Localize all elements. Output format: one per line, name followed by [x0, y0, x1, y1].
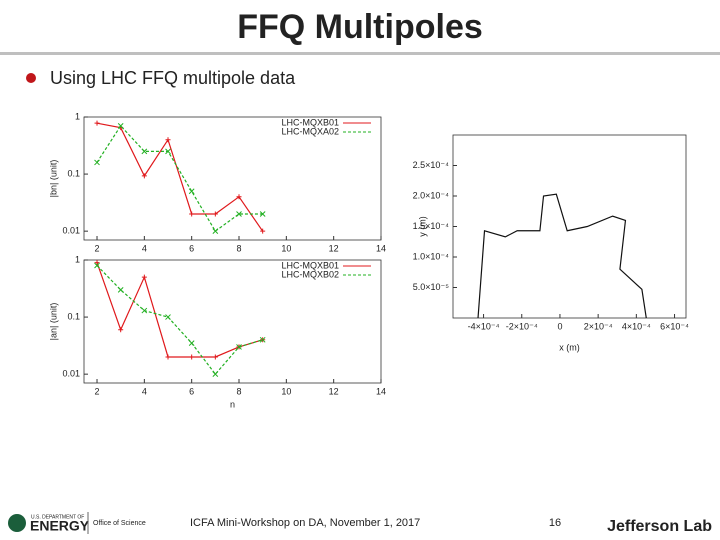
legend-label: LHC-MQXB02 [281, 269, 339, 279]
point-marker [212, 211, 218, 217]
x-tick-label: 2 [95, 243, 100, 253]
x-tick-label: 12 [329, 243, 339, 253]
series-line [96, 124, 263, 233]
point-marker [165, 148, 171, 155]
footer-energy: ENERGY [30, 518, 90, 534]
point-marker [165, 354, 171, 360]
bullet-text: Using LHC FFQ multipole data [50, 68, 296, 88]
bullet-dot [26, 73, 36, 83]
point-marker [236, 344, 242, 350]
point-marker [188, 188, 195, 195]
y-tick-label: 1.0×10⁻⁴ [413, 251, 450, 261]
x-tick-label: 2×10⁻⁴ [584, 321, 613, 331]
y-tick-label: 2.0×10⁻⁴ [413, 190, 450, 200]
title-rule [0, 52, 720, 55]
y-tick-label: 5.0×10⁻⁵ [413, 282, 450, 292]
point-marker [141, 148, 148, 155]
y-tick-label: 1 [75, 254, 80, 264]
y-tick-label: 0.1 [67, 311, 80, 321]
y-tick-label: 2.5×10⁻⁴ [413, 160, 450, 170]
x-tick-label: -4×10⁻⁴ [468, 321, 500, 331]
point-marker [188, 340, 195, 346]
point-marker [94, 260, 100, 266]
point-marker [236, 194, 242, 200]
point-marker [236, 211, 242, 217]
point-marker [118, 327, 124, 333]
footer-event: ICFA Mini-Workshop on DA, November 1, 20… [190, 517, 420, 529]
y-axis-label: |an| (unit) [48, 303, 58, 341]
point-marker [165, 137, 171, 143]
slide-title: FFQ Multipoles [237, 8, 483, 46]
x-tick-label: 4 [142, 243, 147, 253]
point-marker [141, 274, 147, 280]
point-marker [94, 262, 100, 269]
point-marker [259, 336, 266, 343]
x-tick-label: 10 [281, 386, 291, 396]
x-tick-label: 8 [237, 243, 242, 253]
point-marker [212, 228, 219, 235]
legend-label: LHC-MQXA02 [281, 126, 339, 136]
plot-frame [83, 116, 382, 241]
point-marker [117, 122, 124, 129]
x-tick-label: 0 [557, 321, 562, 331]
x-tick-label: 4×10⁻⁴ [622, 321, 651, 331]
point-marker [94, 159, 100, 166]
y-axis-label: y (m) [417, 216, 427, 237]
series-line [477, 193, 647, 319]
point-marker [94, 120, 100, 126]
point-marker [212, 354, 218, 360]
y-axis-label: |bn| (unit) [48, 160, 58, 198]
x-axis-label: x (m) [559, 342, 580, 352]
y-tick-label: 0.01 [62, 226, 80, 236]
x-tick-label: 12 [329, 386, 339, 396]
chart: -4×10⁻⁴ -2×10⁻⁴ 0 2×10⁻⁴ 4×10⁻⁴ 6×10⁻⁴ 5.0×10⁻… [413, 134, 689, 352]
x-axis-label: n [230, 399, 235, 409]
plot-frame [83, 259, 382, 384]
x-tick-label: 14 [376, 386, 386, 396]
x-tick-label: 4 [142, 386, 147, 396]
x-tick-label: 2 [95, 386, 100, 396]
footer-office: Office of Science [93, 520, 146, 527]
point-marker [212, 371, 219, 378]
legend-label: LHC-MQXB01 [281, 117, 339, 127]
x-tick-label: 10 [281, 243, 291, 253]
doe-seal [8, 514, 26, 532]
x-tick-label: 6 [189, 243, 194, 253]
footer-page: 16 [549, 517, 561, 529]
x-tick-label: 6×10⁻⁴ [660, 321, 689, 331]
y-tick-label: 0.1 [67, 168, 80, 178]
x-tick-label: 14 [376, 243, 386, 253]
x-tick-label: 8 [237, 386, 242, 396]
footer: U.S. DEPARTMENT OF ENERGY Office of Scie… [8, 512, 712, 535]
chart: 2 4 6 8 10 12 14 1 0.1 0.01 |bn| (unit) LHC-MQXB01L… [48, 111, 386, 253]
legend-label: LHC-MQXB01 [281, 260, 339, 270]
series-line [96, 122, 264, 232]
footer-agency: U.S. DEPARTMENT OF [31, 514, 84, 520]
x-tick-label: 6 [189, 386, 194, 396]
x-tick-label: -2×10⁻⁴ [506, 321, 538, 331]
y-tick-label: 0.01 [62, 369, 80, 379]
point-marker [259, 211, 266, 217]
footer-lab: Jefferson Lab [607, 518, 712, 535]
point-marker [141, 173, 147, 179]
chart: 2 4 6 8 10 12 14 1 0.1 0.01 |an| (unit) n LHC-MQXB01… [48, 254, 386, 409]
point-marker [260, 228, 266, 234]
series-line [96, 262, 263, 358]
y-tick-label: 1.5×10⁻⁴ [413, 221, 450, 231]
point-marker [141, 307, 148, 314]
series-line [96, 265, 263, 376]
point-marker [117, 286, 124, 293]
point-marker [189, 211, 195, 217]
point-marker [165, 314, 171, 320]
point-marker [189, 354, 195, 360]
y-tick-label: 1 [75, 111, 80, 121]
